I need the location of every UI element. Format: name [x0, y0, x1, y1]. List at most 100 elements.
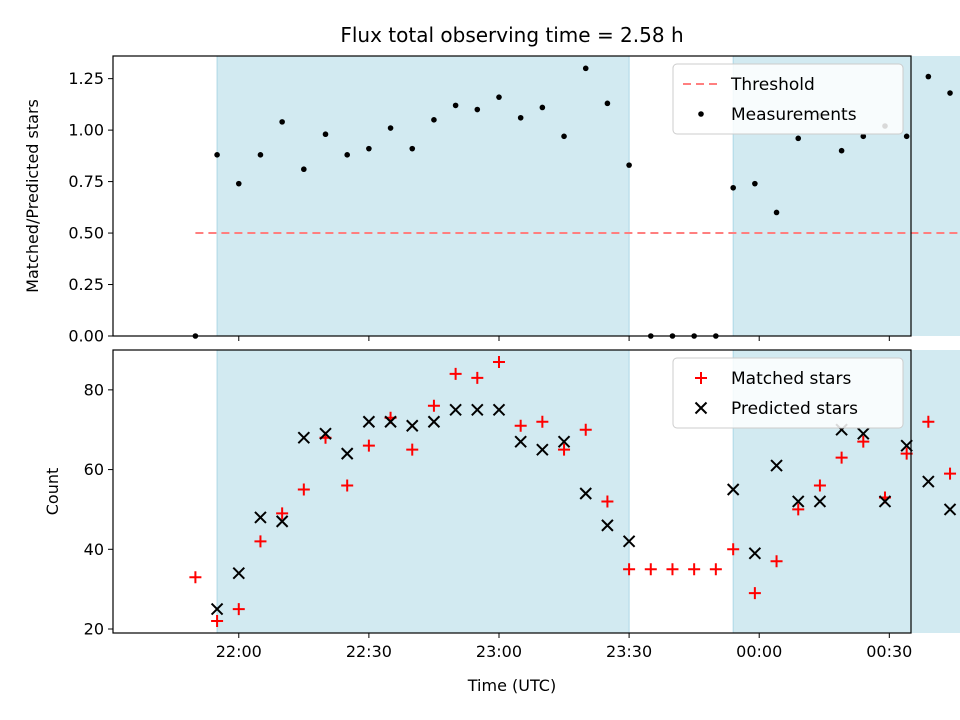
data-point	[214, 152, 220, 158]
chart-title: Flux total observing time = 2.58 h	[340, 23, 683, 47]
data-point	[925, 73, 932, 80]
data-point	[276, 507, 289, 520]
y-tick-label: 80	[84, 380, 104, 399]
y-axis-label: Count	[43, 468, 62, 516]
data-point	[449, 403, 462, 416]
y-tick-label: 0.25	[68, 275, 104, 294]
data-point	[813, 479, 826, 492]
data-point	[792, 495, 805, 508]
data-point	[726, 483, 740, 496]
y-tick-label: 0.75	[68, 172, 104, 191]
data-point	[903, 133, 910, 140]
legend-box	[672, 63, 904, 135]
data-point	[427, 415, 441, 428]
data-point	[623, 563, 636, 576]
data-point	[387, 125, 394, 131]
legend-marker	[698, 111, 704, 117]
data-point	[279, 119, 285, 125]
observing-window-1	[217, 56, 630, 336]
plot-frame	[112, 349, 912, 634]
data-point	[427, 399, 440, 412]
data-point	[752, 180, 758, 187]
data-point	[452, 102, 459, 109]
legend: Threshold Measurements	[672, 63, 904, 135]
data-point	[792, 503, 805, 516]
data-point	[496, 94, 502, 100]
data-point	[944, 467, 957, 480]
data-point	[601, 519, 614, 532]
top-panel: 0.00 0.25 0.50 0.75 1.00 1.25 Matched/Predicte…	[23, 55, 960, 346]
data-point	[579, 487, 592, 500]
data-point	[558, 443, 571, 456]
data-point	[626, 162, 632, 168]
data-point	[474, 106, 481, 113]
data-point	[254, 511, 267, 524]
data-point	[748, 587, 761, 600]
data-point	[189, 571, 202, 584]
data-point	[431, 117, 437, 123]
y-tick-label: 1.25	[68, 69, 104, 88]
data-point	[211, 615, 224, 628]
data-point	[748, 547, 762, 560]
plot-frame	[112, 55, 912, 337]
data-point	[857, 435, 870, 448]
data-point	[492, 403, 506, 416]
data-point	[517, 114, 524, 121]
data-point	[579, 423, 592, 436]
data-point	[622, 535, 636, 548]
data-point	[514, 435, 527, 448]
data-point	[857, 427, 870, 440]
data-point	[254, 535, 267, 548]
data-point	[770, 459, 783, 472]
x-tick-label: 23:30	[606, 642, 652, 661]
data-point	[688, 563, 701, 576]
data-point	[900, 439, 913, 452]
data-point	[301, 166, 307, 173]
data-point	[232, 567, 245, 580]
data-point	[319, 427, 332, 440]
legend-marker	[695, 372, 707, 384]
data-point	[838, 147, 845, 154]
data-point	[860, 133, 867, 140]
legend: Matched stars Predicted stars	[672, 357, 904, 429]
data-point	[582, 65, 589, 72]
data-point	[232, 603, 245, 616]
data-point	[341, 479, 354, 492]
x-axis-label: Time (UTC)	[467, 676, 556, 695]
data-point	[835, 451, 848, 464]
y-tick-label: 1.00	[68, 121, 104, 140]
data-point	[322, 131, 329, 138]
data-point	[795, 135, 802, 142]
observing-window-1	[217, 350, 630, 633]
x-tick-label: 00:30	[866, 642, 912, 661]
data-point	[210, 602, 224, 616]
legend-box	[672, 357, 904, 429]
data-point	[536, 443, 549, 456]
legend-label: Threshold	[730, 75, 815, 95]
y-tick-label: 0.50	[68, 224, 104, 243]
data-point	[770, 555, 783, 568]
data-point	[344, 152, 350, 158]
data-point	[813, 495, 827, 508]
data-point	[492, 355, 505, 368]
data-point	[384, 415, 397, 428]
x-tick-label: 23:00	[476, 642, 522, 661]
y-axis-label: Matched/Predicted stars	[23, 99, 42, 293]
data-point	[644, 563, 657, 576]
legend-marker	[694, 401, 708, 415]
data-point	[539, 104, 546, 111]
data-point	[922, 475, 935, 488]
data-point	[730, 184, 736, 191]
data-point	[666, 563, 679, 576]
y-tick-label: 0.00	[68, 327, 104, 346]
data-point	[561, 133, 567, 140]
y-tick-label: 20	[84, 620, 104, 639]
data-point	[406, 443, 419, 456]
data-point	[943, 503, 957, 516]
data-point	[297, 431, 311, 444]
y-tick-label: 60	[84, 460, 104, 479]
data-point	[362, 439, 375, 452]
data-point	[275, 515, 289, 528]
data-point	[406, 419, 419, 432]
